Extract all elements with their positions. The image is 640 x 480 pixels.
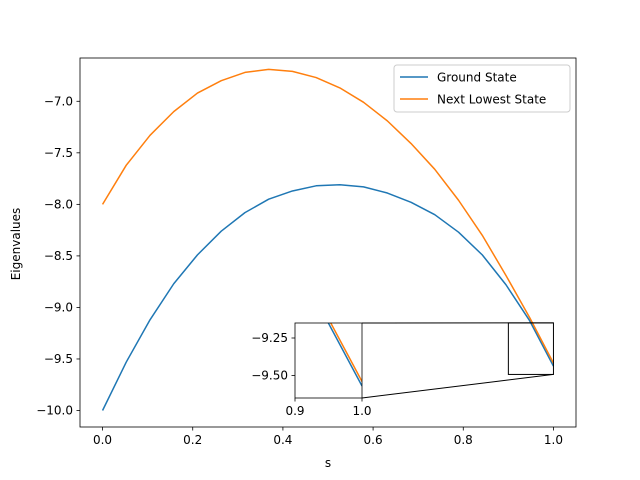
legend-label-0: Ground State <box>437 71 517 85</box>
y-tick-label: −9.0 <box>44 300 73 314</box>
y-tick-label: −8.0 <box>44 197 73 211</box>
inset-plot: 0.9 1.0 −9.25 −9.50 <box>251 322 554 418</box>
y-tick-label: −10.0 <box>36 404 73 418</box>
y-axis-label: Eigenvalues <box>9 208 23 281</box>
inset-x-tick-label: 1.0 <box>352 404 371 418</box>
x-tick-label: 0.4 <box>273 433 292 447</box>
x-tick-label: 0.6 <box>364 433 383 447</box>
inset-x-tick-label: 0.9 <box>285 404 304 418</box>
x-tick-label: 0.2 <box>183 433 202 447</box>
x-tick-label: 0.0 <box>93 433 112 447</box>
legend-box <box>393 64 571 113</box>
zoom-connector-bottom <box>361 373 554 399</box>
x-axis-label: s <box>325 456 331 470</box>
inset-y-tick-label: −9.50 <box>251 369 288 383</box>
main-plot: 0.0 0.2 0.4 0.6 0.8 1.0 −10.0 −9.5 −9.0 −8.5 −8.0 −… <box>36 57 577 447</box>
x-tick-label: 0.8 <box>454 433 473 447</box>
x-tick-label: 1.0 <box>544 433 563 447</box>
y-tick-label: −8.5 <box>44 249 73 263</box>
inset-series-line-0 <box>327 323 362 387</box>
inset-frame <box>294 322 363 399</box>
y-tick-label: −9.5 <box>44 352 73 366</box>
series-line-0 <box>101 184 555 411</box>
inset-y-tick-label: −9.25 <box>251 331 288 345</box>
y-tick-label: −7.0 <box>44 94 73 108</box>
inset-background <box>295 323 362 398</box>
legend-label-1: Next Lowest State <box>437 93 546 107</box>
plot-frame <box>79 57 577 428</box>
y-tick-label: −7.5 <box>44 146 73 160</box>
legend: Ground State Next Lowest State <box>393 64 571 113</box>
series-line-1 <box>101 68 555 364</box>
